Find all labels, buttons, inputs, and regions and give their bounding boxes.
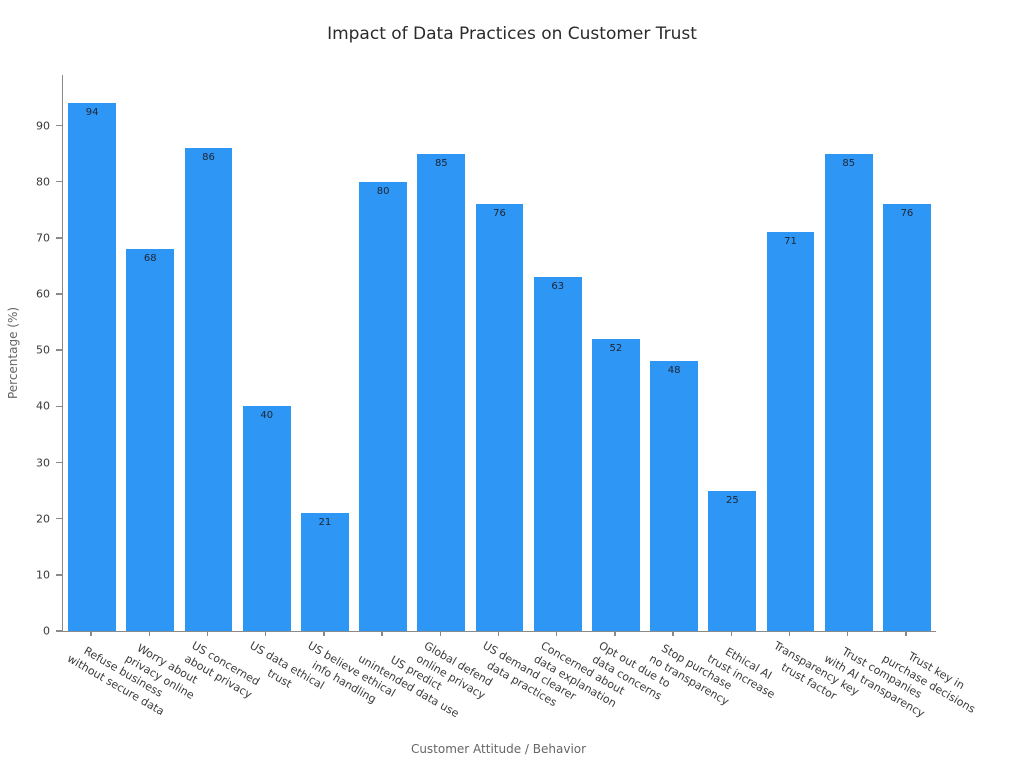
x-tick-mark: [847, 631, 849, 636]
y-tick-mark: [56, 124, 62, 127]
bar: 76: [883, 204, 931, 631]
plot-area: 94 68 86 40 21 80 85 76 63 52 48 25 71 85 76: [62, 75, 936, 632]
x-tick-mark: [439, 631, 441, 636]
bar: 48: [650, 361, 698, 631]
bar-slot: 94: [63, 75, 121, 631]
bar: 40: [242, 406, 291, 631]
x-tick-mark: [556, 631, 558, 636]
bar-slot: 86: [179, 75, 237, 631]
bar-slot: 63: [529, 75, 587, 631]
bar-value-label: 94: [85, 107, 99, 119]
x-tick-mark: [323, 631, 325, 636]
bar-value-label: 76: [900, 208, 914, 220]
y-tick-label: 80: [36, 175, 50, 189]
bar-value-label: 52: [609, 342, 623, 354]
x-axis-title: Customer Attitude / Behavior: [410, 742, 587, 756]
y-tick-mark: [56, 405, 62, 408]
bar: 76: [475, 204, 524, 631]
bar-value-label: 71: [784, 236, 797, 248]
bar-value-label: 40: [260, 410, 274, 422]
bar-value-label: 80: [376, 185, 390, 197]
x-tick-mark: [672, 631, 674, 636]
bar: 21: [301, 513, 349, 631]
x-tick-mark: [905, 631, 907, 636]
bar-value-label: 85: [842, 157, 856, 169]
bar: 85: [824, 153, 873, 631]
bar: 80: [359, 181, 407, 631]
y-tick-mark: [56, 293, 62, 295]
bar: 71: [766, 232, 815, 631]
y-tick-label: 10: [36, 568, 50, 582]
bars-container: 94 68 86 40 21 80 85 76 63 52 48 25 71 85 76: [63, 75, 936, 631]
bar-value-label: 21: [318, 517, 332, 529]
y-tick-mark: [56, 517, 62, 520]
y-tick-label: 50: [36, 343, 50, 357]
bar-value-label: 63: [551, 281, 565, 293]
y-tick-mark: [56, 574, 62, 576]
y-tick-label: 20: [36, 512, 50, 526]
bar-slot: 85: [412, 75, 470, 631]
x-tick-mark: [265, 631, 267, 636]
bar-slot: 76: [878, 75, 936, 631]
x-tick-mark: [148, 631, 150, 636]
bar-slot: 68: [121, 75, 179, 631]
y-tick-mark: [56, 181, 62, 183]
x-tick-mark: [381, 631, 383, 636]
bar: 94: [68, 103, 116, 631]
bar-value-label: 76: [493, 208, 506, 220]
x-tick-mark: [788, 631, 791, 636]
bar-value-label: 85: [434, 157, 448, 169]
bar: 68: [126, 249, 175, 631]
bar-slot: 25: [703, 75, 761, 631]
bar-slot: 76: [470, 75, 528, 631]
y-tick-mark: [56, 237, 62, 239]
bar: 25: [708, 490, 757, 631]
y-tick-mark: [56, 630, 62, 632]
bar: 85: [417, 153, 466, 631]
y-tick-label: 40: [36, 399, 50, 413]
x-tick-mark: [206, 631, 209, 636]
bar-value-label: 68: [143, 253, 157, 265]
bar-slot: 80: [354, 75, 412, 631]
bar-slot: 48: [645, 75, 703, 631]
y-tick-mark: [56, 349, 62, 351]
bar-value-label: 48: [667, 365, 681, 377]
x-tick-mark: [730, 631, 732, 636]
bar-slot: 40: [238, 75, 296, 631]
x-tick-mark: [90, 631, 92, 636]
y-tick-label: 60: [36, 287, 50, 301]
y-tick-mark: [56, 461, 62, 464]
bar-value-label: 25: [725, 494, 739, 506]
x-tick-mark: [614, 631, 616, 636]
bar-slot: 21: [296, 75, 354, 631]
y-tick-label: 70: [36, 231, 50, 245]
chart-title: Impact of Data Practices on Customer Tru…: [327, 24, 697, 44]
x-tick-mark: [497, 631, 500, 636]
y-tick-label: 90: [36, 119, 50, 133]
bar: 86: [184, 148, 233, 631]
bar-value-label: 86: [202, 152, 215, 164]
bar-slot: 71: [761, 75, 819, 631]
bar: 52: [592, 338, 640, 631]
y-tick-label: 0: [43, 624, 50, 638]
y-tick-label: 30: [36, 456, 50, 469]
bar-slot: 85: [820, 75, 878, 631]
bar-slot: 52: [587, 75, 645, 631]
bar: 63: [533, 277, 582, 631]
